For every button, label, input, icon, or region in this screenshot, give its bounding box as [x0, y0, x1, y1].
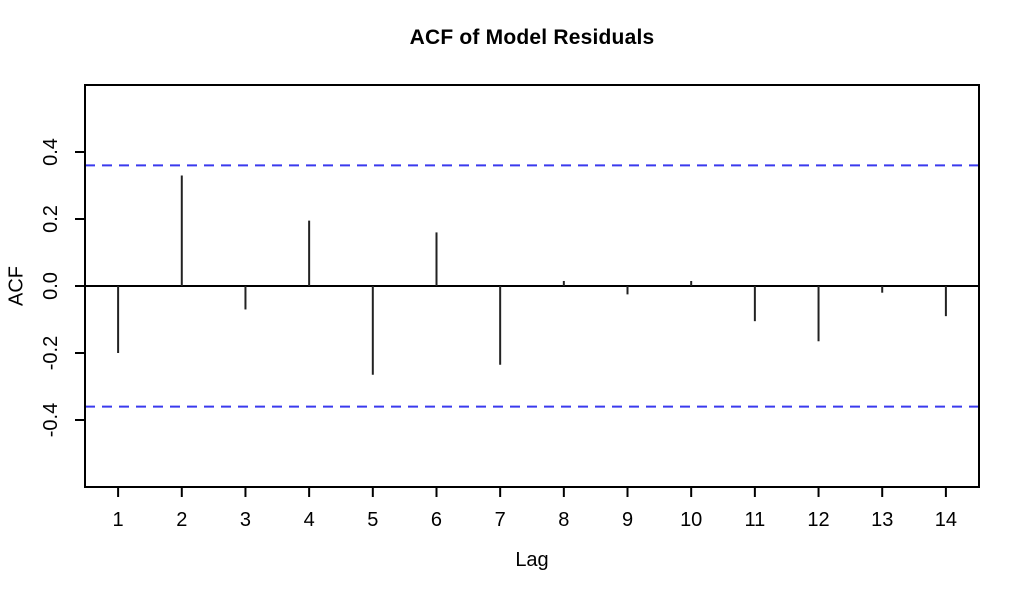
y-tick-label: -0.4	[40, 403, 62, 437]
x-tick-label: 3	[240, 509, 251, 531]
x-tick-label: 12	[807, 509, 829, 531]
chart-title: ACF of Model Residuals	[409, 26, 655, 49]
x-tick-label: 7	[495, 509, 506, 531]
x-tick-label: 5	[367, 509, 378, 531]
x-tick-label: 8	[558, 509, 569, 531]
y-tick-label: 0.2	[40, 205, 62, 233]
x-tick-label: 6	[431, 509, 442, 531]
x-tick-label: 2	[176, 509, 187, 531]
x-tick-label: 13	[871, 509, 893, 531]
x-tick-label: 4	[304, 509, 315, 531]
x-tick-label: 1	[113, 509, 124, 531]
y-tick-label: 0.4	[40, 138, 62, 166]
x-axis-label: Lag	[515, 549, 549, 571]
y-tick-label: -0.2	[40, 336, 62, 370]
x-tick-label: 10	[680, 509, 702, 531]
x-tick-label: 9	[622, 509, 633, 531]
y-tick-label: 0.0	[40, 272, 62, 300]
x-tick-label: 14	[935, 509, 957, 531]
x-tick-label: 11	[744, 509, 765, 531]
y-axis-label: ACF	[5, 266, 28, 306]
